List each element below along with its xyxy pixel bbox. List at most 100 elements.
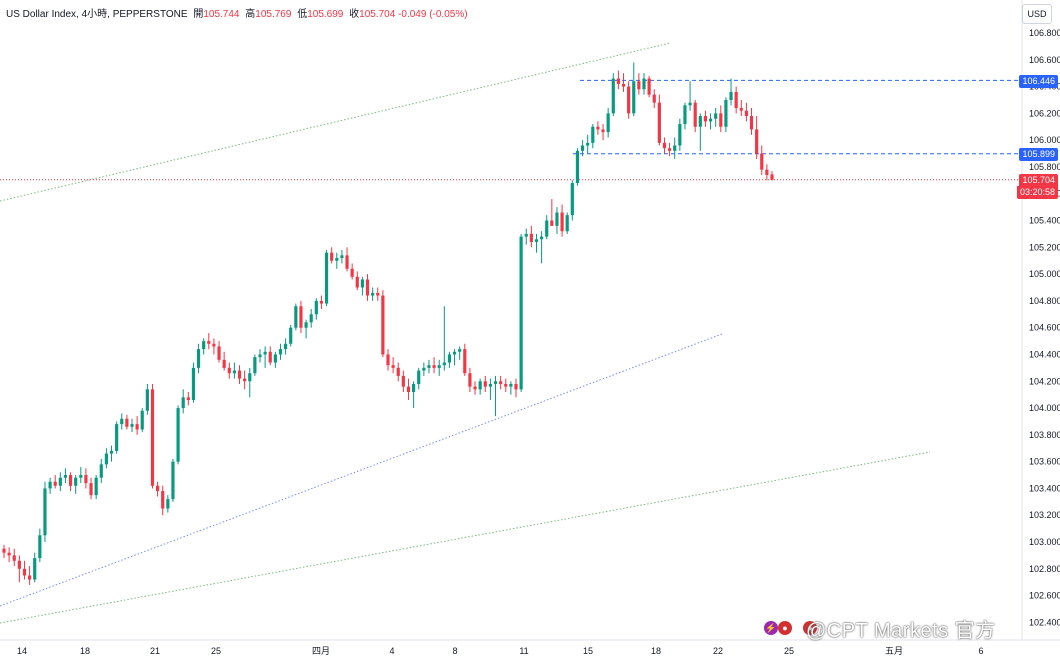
x-tick-label: 25 (784, 646, 794, 656)
x-tick-label: 四月 (312, 646, 330, 656)
candle-body (473, 386, 477, 390)
candle-body (278, 349, 283, 355)
candle-body (150, 389, 155, 486)
candle-body (627, 86, 631, 114)
candle-body (365, 279, 370, 296)
candle-body (488, 383, 492, 387)
candle-body (63, 475, 68, 478)
candle-body (447, 354, 452, 363)
countdown-tag: 03:20:58 (1016, 186, 1058, 199)
candle-body (84, 475, 88, 484)
symbol-header: US Dollar Index, 4小時, PEPPERSTONE 開105.7… (6, 5, 468, 20)
candle-body (273, 354, 277, 363)
y-tick-label: 106.200 (1029, 108, 1060, 118)
candle-body (765, 169, 769, 175)
candle-body (7, 552, 11, 556)
y-tick-label: 105.400 (1029, 216, 1060, 226)
candle-body (739, 108, 743, 111)
x-tick-label: 6 (978, 646, 983, 656)
low-label: 低 (297, 9, 308, 20)
candle-body (140, 410, 144, 430)
candle-body (550, 220, 554, 226)
candle-body (43, 488, 47, 536)
candle-body (463, 349, 467, 374)
candle-body (540, 236, 544, 240)
x-tick-label: 11 (519, 646, 528, 656)
y-tick-label: 105.800 (1029, 162, 1060, 172)
candle-body (524, 233, 528, 237)
open-label: 開 (193, 9, 204, 20)
candle-body (642, 78, 646, 90)
candle-body (186, 397, 190, 401)
y-tick-label: 106.600 (1029, 55, 1060, 65)
y-tick-label: 105.200 (1029, 242, 1060, 252)
candle-body (422, 367, 426, 371)
candle-body (68, 475, 73, 486)
candle-body (319, 300, 324, 304)
candle-body (499, 381, 503, 384)
candle-body (468, 373, 472, 387)
y-tick-label: 104.800 (1029, 296, 1060, 306)
candle-body (53, 481, 57, 486)
candle-body (560, 212, 564, 232)
candle-body (28, 575, 32, 580)
candle-body (637, 81, 641, 90)
change-value: -0.049 (-0.05%) (398, 9, 468, 20)
y-tick-label: 106.800 (1029, 28, 1060, 38)
candle-body (74, 477, 78, 486)
candle-body (156, 485, 160, 492)
candle-body (243, 378, 247, 382)
x-tick-label: 14 (17, 646, 27, 656)
candle-body (109, 450, 114, 454)
candle-body (412, 383, 416, 392)
candle-body (632, 81, 636, 114)
candle-body (391, 365, 395, 368)
x-tick-label: 18 (80, 646, 90, 656)
candle-body (688, 102, 692, 106)
candle-body (657, 102, 661, 143)
candle-body (171, 461, 175, 500)
candle-body (232, 370, 236, 374)
candle-body (330, 252, 334, 261)
candle-body (258, 354, 262, 358)
candle-body (770, 174, 774, 180)
lower-level-price-tag: 105.899 (1019, 148, 1058, 161)
candle-body (309, 314, 313, 323)
candle-body (703, 116, 708, 122)
candle-body (196, 349, 201, 368)
currency-button[interactable]: USD (1022, 4, 1052, 24)
candle-body (181, 397, 185, 409)
lightning-event-icon[interactable]: ⚡ (764, 621, 778, 635)
y-tick-label: 103.400 (1029, 483, 1060, 493)
candle-body (314, 300, 318, 315)
candle-body (545, 220, 549, 237)
candle-body (304, 322, 308, 328)
candle-body (222, 359, 226, 368)
candle-body (596, 126, 600, 130)
candle-body (376, 292, 380, 296)
candle-body (673, 145, 677, 151)
candle-body (335, 258, 339, 261)
candle-body (125, 418, 129, 427)
candle-body (417, 370, 421, 384)
candle-body (601, 129, 605, 133)
candle-body (668, 148, 672, 151)
candle-body (452, 351, 457, 355)
y-tick-label: 106.000 (1029, 135, 1060, 145)
candle-body (115, 424, 119, 451)
candle-body (427, 365, 431, 368)
y-tick-label: 103.800 (1029, 430, 1060, 440)
candle-body (616, 78, 620, 84)
us-flag-event-icon-2[interactable]: ● (803, 621, 817, 635)
upper-level-price-tag: 106.446 (1019, 75, 1058, 88)
low-value: 105.699 (307, 9, 344, 20)
trend-support-line (0, 333, 723, 607)
us-flag-event-icon[interactable]: ● (778, 621, 792, 635)
candle-body (504, 383, 508, 387)
candle-body (708, 118, 713, 122)
candle-body (401, 375, 405, 387)
candle-body (355, 276, 359, 288)
candle-body (217, 346, 221, 360)
y-tick-label: 104.200 (1029, 376, 1060, 386)
